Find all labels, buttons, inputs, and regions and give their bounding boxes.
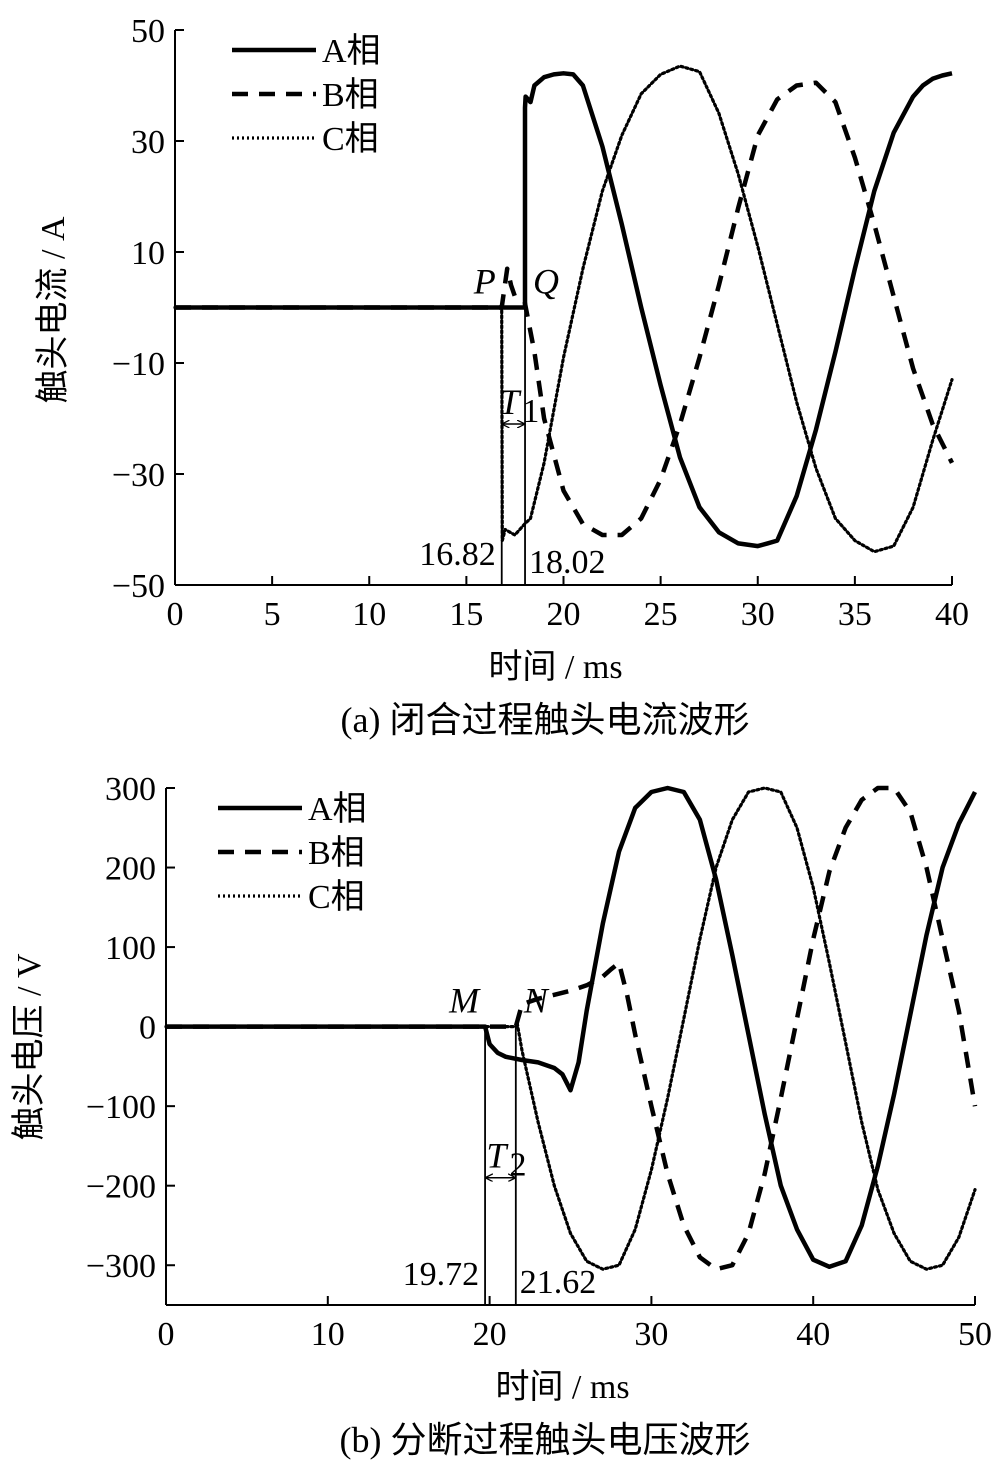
- interval-label: T: [499, 382, 522, 422]
- x-tick-label: 20: [473, 1316, 507, 1353]
- series-line-a-phase: [166, 785, 978, 1270]
- time-label-right: 18.02: [529, 544, 606, 581]
- point-label-left: P: [473, 262, 496, 302]
- y-tick-label: 0: [139, 1010, 156, 1047]
- time-label-left: 19.72: [403, 1256, 480, 1293]
- y-tick-label: −10: [112, 346, 165, 383]
- legend-label-c-phase: C相: [322, 120, 379, 158]
- point-label-right: N: [523, 981, 550, 1021]
- x-tick-label: 35: [838, 596, 872, 633]
- x-tick-label: 10: [311, 1316, 345, 1353]
- x-tick-label: 0: [167, 596, 184, 633]
- legend-label-c-phase: C相: [308, 878, 365, 916]
- y-tick-label: 50: [131, 13, 165, 50]
- x-tick-label: 5: [264, 596, 281, 633]
- legend-label-b-phase: B相: [322, 76, 379, 114]
- y-tick-label: −100: [86, 1089, 156, 1126]
- x-tick-label: 30: [741, 596, 775, 633]
- legend-label-a-phase: A相: [322, 32, 381, 70]
- x-tick-label: 50: [958, 1316, 992, 1353]
- y-tick-label: −300: [86, 1248, 156, 1285]
- x-tick-label: 15: [449, 596, 483, 633]
- x-tick-label: 0: [158, 1316, 175, 1353]
- y-tick-label: 100: [105, 930, 156, 967]
- y-axis-label: 触头电流 / A: [34, 216, 72, 403]
- y-tick-label: 300: [105, 771, 156, 808]
- interval-label: T: [486, 1136, 509, 1176]
- y-tick-label: −50: [112, 568, 165, 605]
- y-tick-label: 10: [131, 235, 165, 272]
- point-label-left: M: [448, 981, 481, 1021]
- legend-label-a-phase: A相: [308, 790, 367, 828]
- series-line-c-phase: [164, 786, 977, 1271]
- x-tick-label: 40: [796, 1316, 830, 1353]
- x-tick-label: 20: [547, 596, 581, 633]
- time-label-left: 16.82: [419, 536, 496, 573]
- figure-caption: (b) 分断过程触头电压波形: [340, 1420, 751, 1460]
- y-tick-label: 30: [131, 124, 165, 161]
- y-tick-label: −30: [112, 457, 165, 494]
- x-axis-label: 时间 / ms: [488, 649, 622, 686]
- point-label-right: Q: [533, 262, 559, 302]
- y-axis-label: 触头电压 / V: [10, 953, 48, 1140]
- series-line-c-phase: [173, 64, 954, 554]
- time-label-right: 21.62: [520, 1264, 597, 1301]
- x-tick-label: 30: [634, 1316, 668, 1353]
- x-tick-label: 10: [352, 596, 386, 633]
- chart-a-current-waveform: 0 5 10 15 20 25 30 35 40 −50 −30 −10 10 30 50 时间 / ms 触头…: [34, 13, 969, 740]
- chart-b-voltage-waveform: 0 10 20 30 40 50 −300 −200 −100 0 100 200 300 时间 / ms…: [10, 771, 992, 1460]
- x-tick-label: 25: [644, 596, 678, 633]
- x-tick-label: 40: [935, 596, 969, 633]
- series-line-b-phase: [166, 785, 978, 1272]
- legend-label-b-phase: B相: [308, 834, 365, 872]
- x-axis-label: 时间 / ms: [495, 1369, 629, 1406]
- interval-subscript: 2: [509, 1147, 526, 1184]
- y-tick-label: −200: [86, 1169, 156, 1206]
- series-line-b-phase: [175, 80, 955, 538]
- y-tick-label: 200: [105, 851, 156, 888]
- series-line-a-phase: [175, 71, 953, 549]
- interval-subscript: 1: [522, 393, 539, 430]
- figure-caption: (a) 闭合过程触头电流波形: [341, 700, 750, 740]
